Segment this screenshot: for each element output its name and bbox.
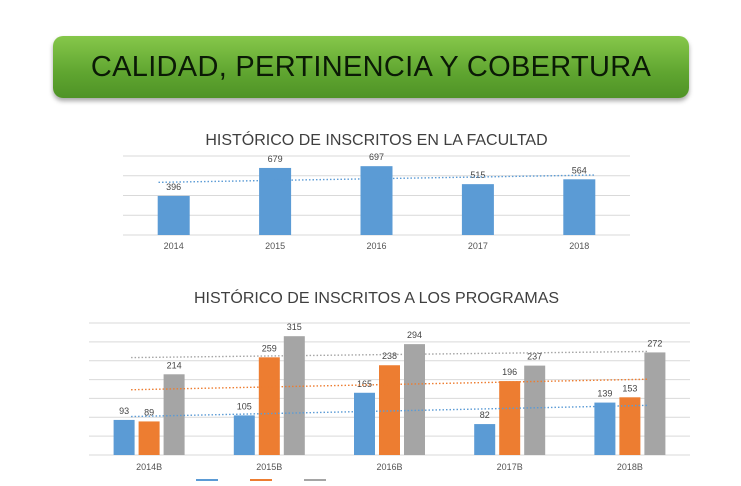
data-label: 315 [287, 322, 302, 332]
x-tick-label: 2016 [366, 241, 386, 251]
legend-item-series-1 [196, 479, 218, 481]
data-label: 105 [237, 401, 252, 411]
x-tick-label: 2014 [164, 241, 184, 251]
bar [379, 365, 400, 455]
bar [163, 374, 185, 455]
trendline [158, 174, 595, 184]
banner-title: CALIDAD, PERTINENCIA Y COBERTURA [90, 50, 652, 83]
data-label: 196 [502, 367, 517, 377]
bar [258, 357, 280, 455]
bar [644, 352, 666, 455]
data-label: 82 [480, 410, 490, 420]
chart1-title: HISTÓRICO DE INSCRITOS EN LA FACULTAD [205, 132, 548, 149]
bar [113, 419, 135, 455]
data-label: 396 [166, 182, 181, 192]
bar [461, 184, 494, 235]
data-label: 515 [470, 170, 485, 180]
data-label: 259 [262, 343, 277, 353]
x-tick-label: 2017 [468, 241, 488, 251]
bar [619, 397, 641, 455]
data-label: 272 [647, 338, 662, 348]
x-tick-label: 2018 [569, 241, 589, 251]
bar [360, 166, 393, 235]
bar [499, 381, 521, 455]
legend-swatch-2 [250, 479, 272, 481]
bar [524, 365, 546, 455]
data-label: 153 [622, 383, 637, 393]
data-label: 294 [407, 330, 422, 340]
data-label: 89 [144, 407, 154, 417]
legend-swatch-3 [304, 479, 326, 481]
data-label: 697 [369, 152, 384, 162]
trendline [131, 378, 648, 391]
legend-swatch-1 [196, 479, 218, 481]
bar [283, 336, 305, 455]
bar [138, 421, 160, 455]
bar [157, 195, 190, 235]
bar [594, 402, 616, 455]
x-tick-label: 2014B [136, 462, 162, 472]
x-tick-label: 2016B [376, 462, 402, 472]
bar [354, 392, 375, 455]
data-label: 93 [119, 406, 129, 416]
data-label: 237 [527, 352, 542, 362]
bar [404, 344, 425, 455]
bar [563, 179, 596, 235]
bar [474, 424, 496, 455]
chart2-legend [196, 479, 326, 481]
trendline [131, 404, 648, 418]
data-label: 214 [167, 360, 182, 370]
data-label: 165 [357, 379, 372, 389]
trendline [131, 350, 648, 359]
data-label: 564 [572, 165, 587, 175]
data-label: 679 [268, 154, 283, 164]
data-label: 139 [597, 389, 612, 399]
bar [259, 167, 292, 235]
x-tick-label: 2017B [497, 462, 523, 472]
data-label: 238 [382, 351, 397, 361]
x-tick-label: 2015 [265, 241, 285, 251]
x-tick-label: 2015B [256, 462, 282, 472]
legend-item-series-3 [304, 479, 326, 481]
bar [233, 415, 255, 455]
x-tick-label: 2018B [617, 462, 643, 472]
legend-item-series-2 [250, 479, 272, 481]
chart2-title: HISTÓRICO DE INSCRITOS A LOS PROGRAMAS [193, 290, 560, 307]
title-banner: CALIDAD, PERTINENCIA Y COBERTURA [53, 36, 689, 98]
